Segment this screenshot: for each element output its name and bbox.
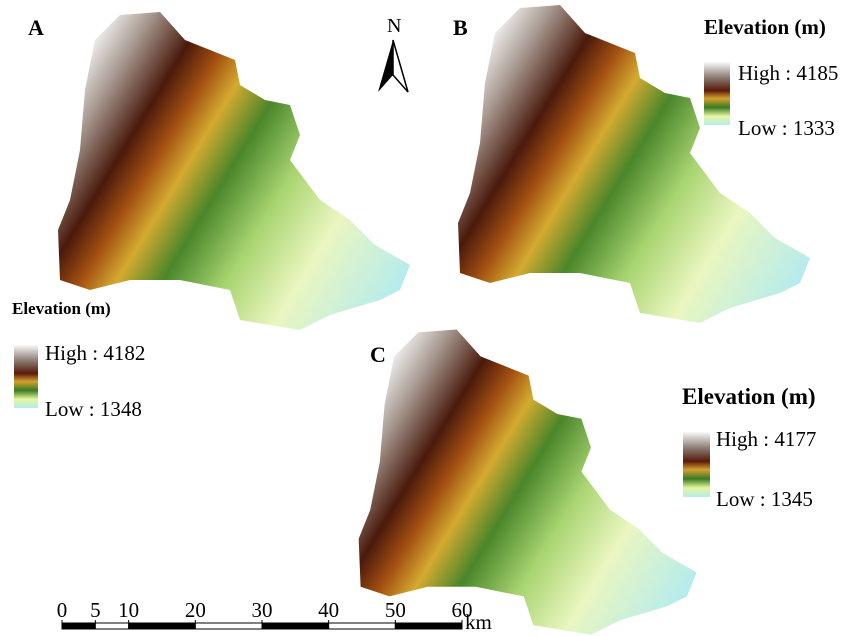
dem-map <box>359 330 697 635</box>
figure: A B C Elevation (m) High : 4182 Low : 13… <box>0 0 861 636</box>
scale-label: 10 <box>118 598 139 622</box>
panel-label: B <box>453 15 468 40</box>
scale-segment <box>195 623 262 629</box>
scale-segment <box>395 623 462 629</box>
panel-label: A <box>28 15 44 40</box>
scale-label: 40 <box>318 598 339 622</box>
legend-low: Low : 1333 <box>738 116 835 140</box>
scale-label: 30 <box>252 598 273 622</box>
scale-segment <box>129 623 196 629</box>
legend-bar <box>14 345 38 408</box>
scale-segment <box>329 623 396 629</box>
scale-label: 5 <box>90 598 101 622</box>
legend-low: Low : 1348 <box>45 397 142 421</box>
legend-title: Elevation (m) <box>12 299 111 318</box>
dem-map <box>458 5 810 323</box>
legend-high: High : 4177 <box>716 427 816 451</box>
legend-title: Elevation (m) <box>704 15 826 39</box>
scale-segment <box>62 623 95 629</box>
north-arrow: N <box>378 15 408 92</box>
legend-high: High : 4182 <box>45 341 145 365</box>
legend-high: High : 4185 <box>738 61 838 85</box>
dem-map <box>58 12 410 330</box>
scale-label: 0 <box>57 598 68 622</box>
panel-label: C <box>370 342 386 367</box>
north-label: N <box>387 15 401 37</box>
scale-label: 50 <box>385 598 406 622</box>
scale-label: 20 <box>185 598 206 622</box>
scale-unit: km <box>465 610 492 634</box>
legend-title: Elevation (m) <box>682 384 816 409</box>
legend-bar <box>683 432 710 497</box>
legend-low: Low : 1345 <box>716 487 813 511</box>
legend-bar <box>704 62 730 125</box>
scale-segment <box>262 623 329 629</box>
scale-segment <box>95 623 128 629</box>
